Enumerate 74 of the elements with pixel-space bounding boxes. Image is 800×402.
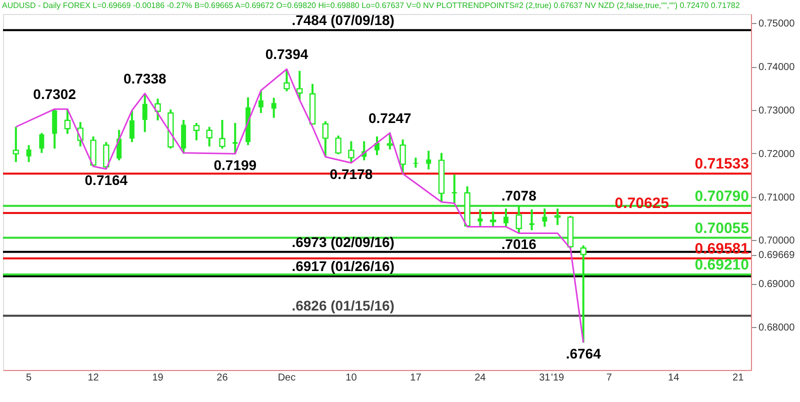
candlestick	[478, 208, 483, 228]
ref-line-label: .6973 (02/09/16)	[292, 234, 394, 250]
candlestick	[284, 68, 290, 92]
candlestick	[181, 118, 186, 155]
candlestick	[258, 89, 264, 114]
data-label: 0.7247	[368, 110, 412, 126]
candlestick	[490, 210, 496, 228]
y-tick-label: 0.75000	[758, 18, 796, 30]
candlestick	[12, 126, 19, 164]
y-tick-label: 0.72000	[758, 148, 796, 160]
x-tick-label: 26	[216, 372, 228, 384]
ref-line-label: 0.71533	[694, 156, 749, 173]
candlestick	[52, 108, 58, 150]
x-tick-label: 19	[152, 372, 164, 384]
x-tick-label: 17	[410, 372, 422, 384]
x-tick-label: 24	[474, 372, 486, 384]
y-tick-label: 0.73000	[758, 105, 796, 116]
candlestick	[322, 120, 329, 158]
x-tick-label: 12	[88, 372, 100, 384]
ref-line-label: 0.70790	[694, 188, 749, 205]
x-tick-label: 5	[26, 372, 32, 384]
data-label: 0.7338	[123, 70, 166, 86]
candlestick	[580, 244, 586, 344]
candlestick	[348, 140, 354, 164]
candlestick	[193, 122, 200, 142]
data-label: 0.7302	[33, 86, 76, 102]
ref-line-label: .7484 (07/09/18)	[292, 12, 394, 28]
y-tick-label: 0.71000	[758, 192, 796, 204]
ref-line-label: .6917 (01/26/16)	[292, 258, 394, 274]
candlestick	[206, 126, 212, 148]
x-tick-label: 7	[606, 372, 612, 384]
text: .7078	[501, 187, 536, 204]
candlestick	[142, 92, 148, 134]
y-tick-label: 0.69000	[758, 279, 796, 290]
candlestick	[542, 208, 548, 228]
ref-line-label: .6826 (01/15/16)	[292, 298, 394, 314]
chart-title: AUDUSD - Daily FOREX L=0.69669 -0.00186 -0.27% B=0.69665 A=0.69672 O=0.69820 Hi=0.69880 Lo=0.67637 V=0 NV PLOTTRENDPOINTS#2 (2,true) 0.67637 NV NZD (2,false,true,"","") 0.72470 0.71782	[2, 1, 740, 10]
candlestick	[503, 208, 508, 228]
candlestick	[271, 96, 276, 119]
candlestick	[335, 134, 342, 156]
data-label: 0.7164	[84, 172, 128, 188]
line-series	[15, 68, 584, 344]
x-tick-label: '19	[551, 372, 564, 384]
data-label: 0.7394	[265, 46, 308, 62]
candlestick	[426, 150, 432, 170]
candlestick	[129, 109, 134, 144]
x-tick-label: 31	[539, 372, 551, 384]
data-label: .6764	[566, 346, 602, 362]
ref-line-label: 0.70055	[694, 220, 749, 237]
candlestick	[400, 138, 406, 175]
x-tick-label: 10	[346, 372, 358, 384]
candlestick	[452, 174, 457, 204]
candlestick	[219, 118, 226, 150]
candlestick	[413, 156, 418, 169]
data-label: .7016	[501, 236, 537, 252]
x-tick-label: 21	[732, 372, 744, 384]
y-tick-label: 0.74000	[758, 62, 796, 74]
candlestick	[39, 132, 44, 154]
candlestick	[232, 122, 238, 155]
candlestick	[103, 141, 110, 170]
candlestick	[554, 208, 561, 226]
y-tick-label: 0.69669	[758, 250, 796, 262]
candlestick	[26, 144, 32, 164]
candlestick	[64, 108, 71, 135]
y-tick-label: 0.68000	[758, 322, 796, 334]
candlestick	[154, 98, 161, 122]
candlestick	[516, 205, 522, 234]
candlestick	[296, 70, 303, 101]
data-label: 0.7199	[214, 156, 257, 173]
x-tick-label: 14	[668, 372, 680, 384]
y-tick-label: 0.70000	[758, 236, 796, 247]
x-tick-label: Dec	[278, 372, 296, 384]
candlestick	[386, 132, 393, 150]
ref-line-label: 0.69210	[694, 256, 749, 274]
